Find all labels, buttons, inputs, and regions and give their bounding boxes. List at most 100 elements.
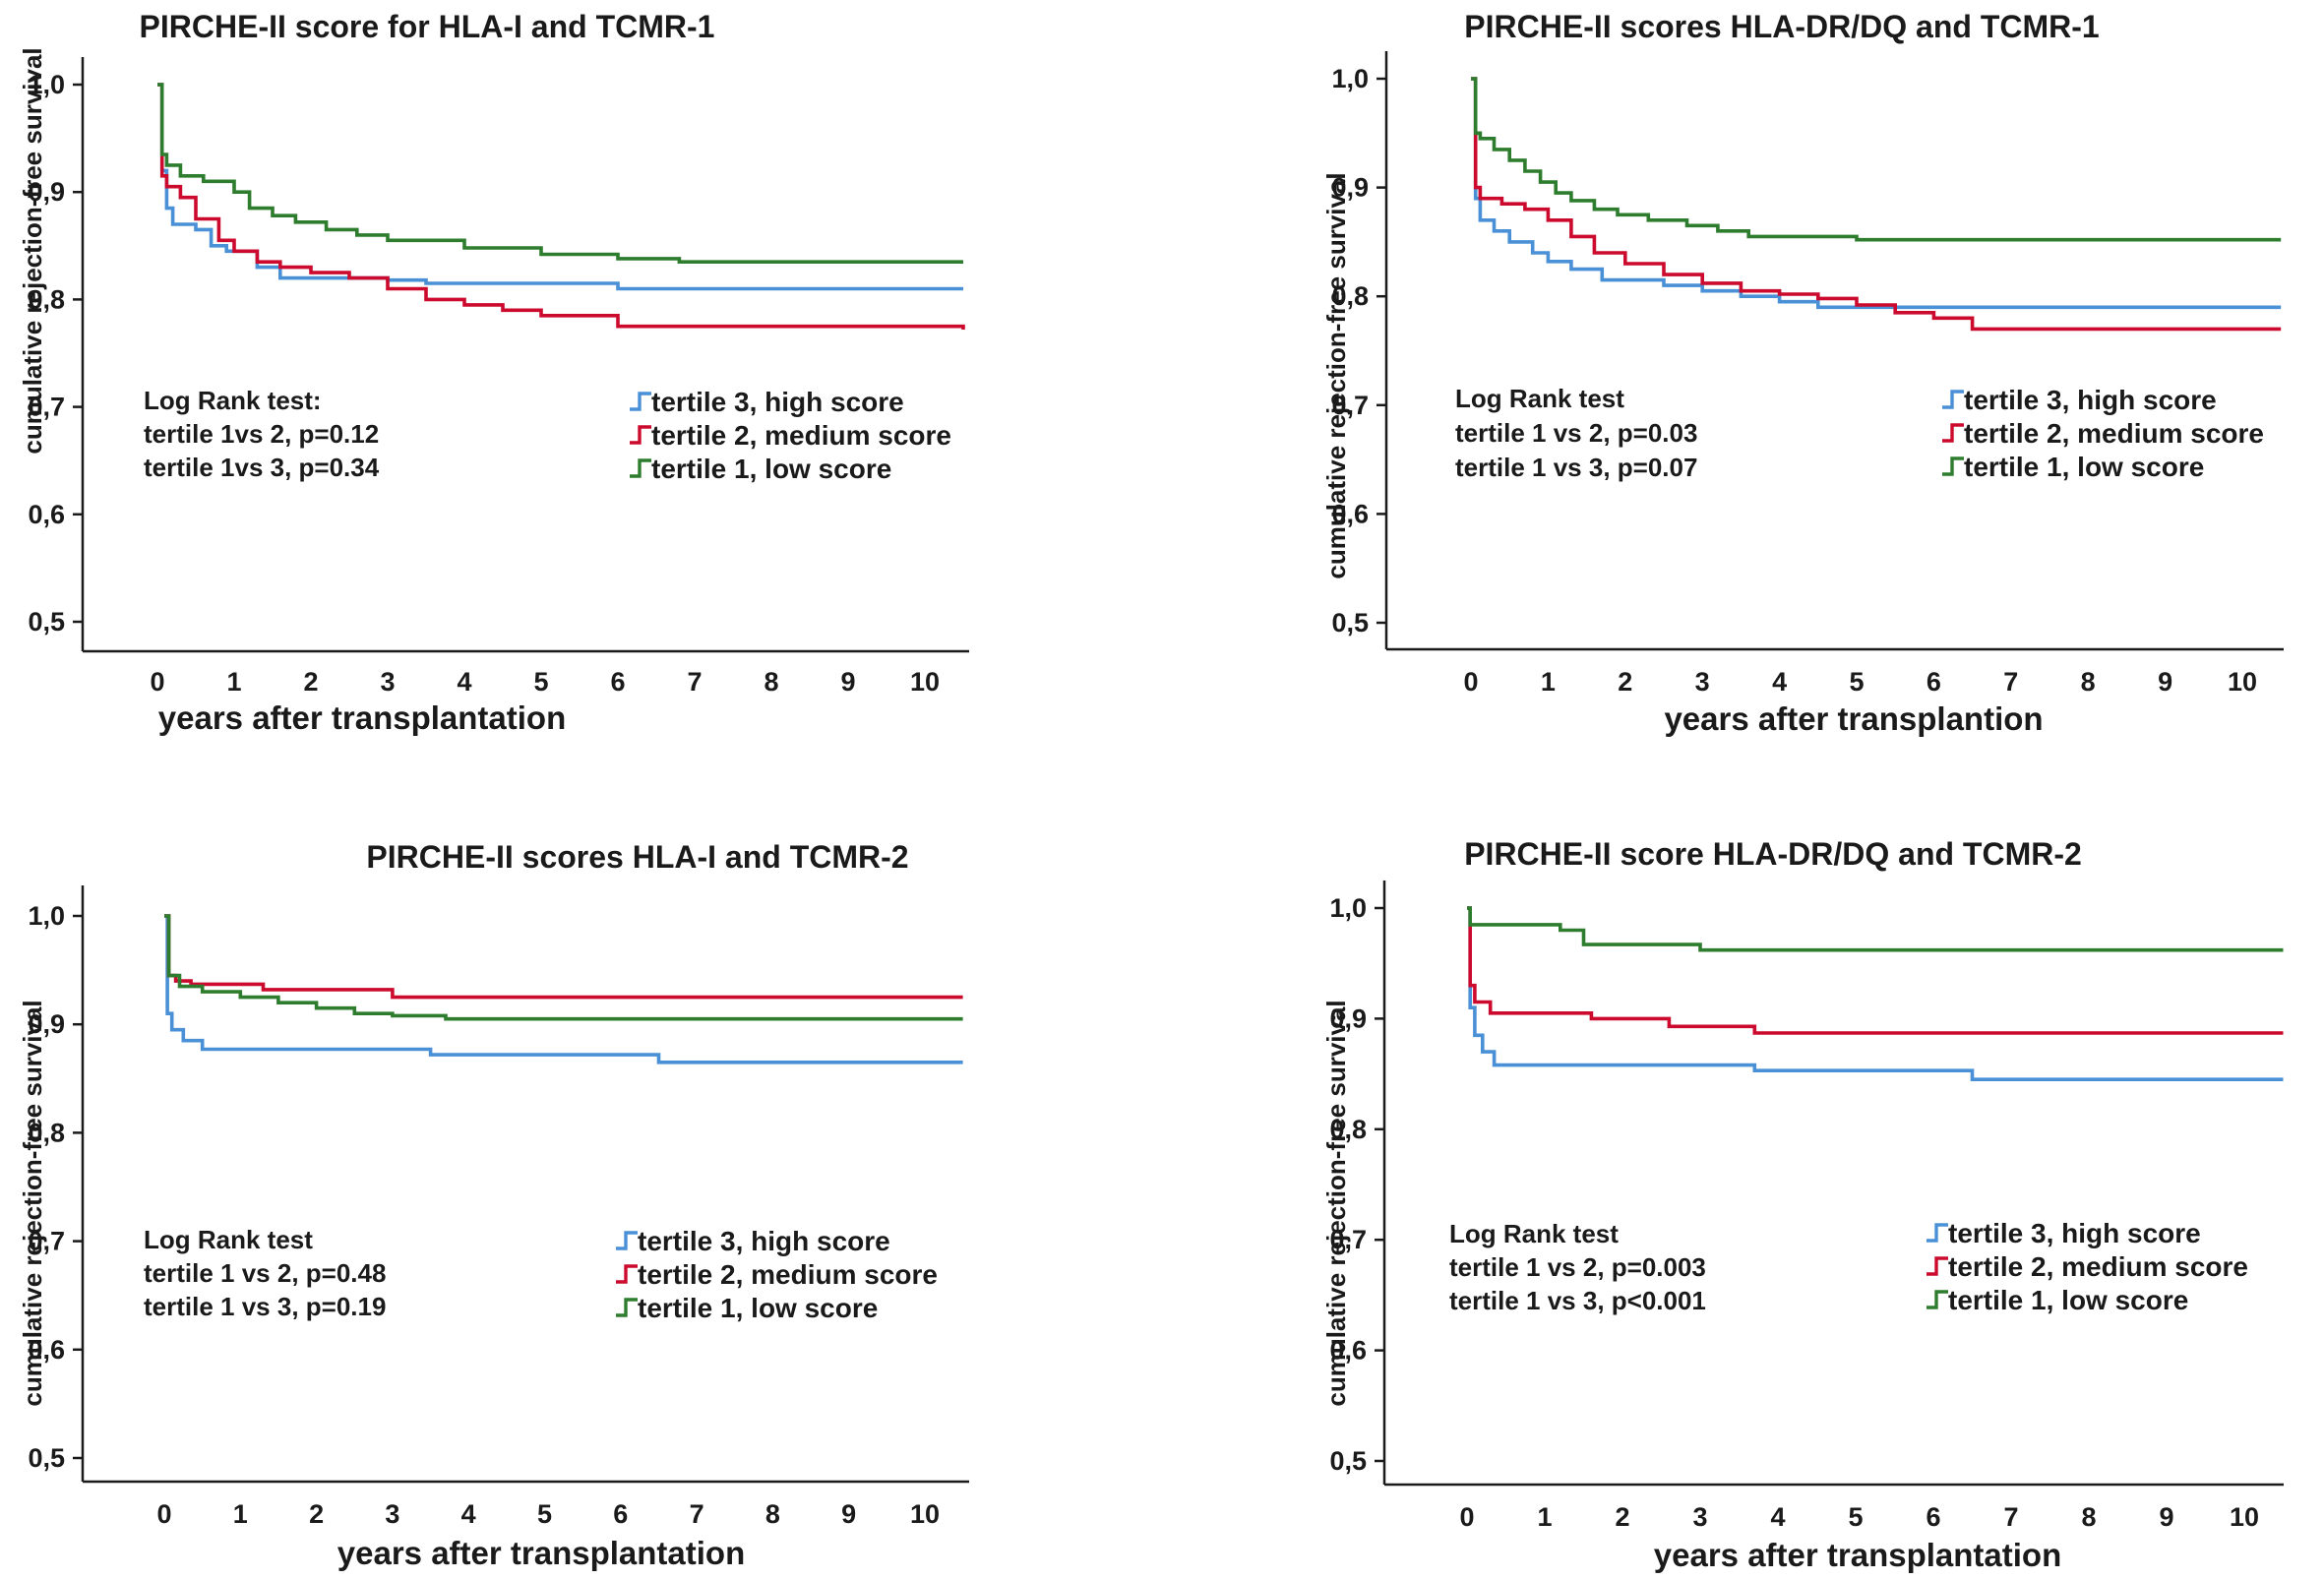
y-tick-label: 0,5: [1331, 608, 1369, 638]
x-tick-label: 3: [1692, 1502, 1707, 1532]
y-tick-label: 1,0: [1329, 893, 1367, 923]
x-tick-label: 5: [1849, 667, 1864, 697]
x-tick-label: 8: [765, 1499, 780, 1529]
legend-label-high: tertile 3, high score: [1964, 385, 2217, 415]
x-tick-label: 9: [840, 667, 855, 697]
km-curve-medium: [1471, 77, 2282, 332]
chart-title: PIRCHE-II score HLA-DR/DQ and TCMR-2: [1464, 836, 2082, 872]
legend-label-high: tertile 3, high score: [1948, 1218, 2201, 1248]
x-tick-label: 7: [2003, 667, 2018, 697]
y-tick-label: 0,7: [28, 1227, 65, 1256]
y-tick-label: 0,7: [1329, 1225, 1367, 1254]
legend-swatch-medium: [616, 1264, 638, 1284]
legend-label-medium: tertile 2, medium score: [1964, 418, 2264, 449]
log-rank-stat-1vs2: tertile 1 vs 2, p=0.003: [1449, 1252, 1706, 1282]
log-rank-stat-1vs2: tertile 1vs 2, p=0.12: [144, 419, 379, 449]
km-curve-high: [1467, 906, 2284, 1081]
x-axis-label: years after transplantation: [1654, 1537, 2061, 1573]
y-tick-label: 0,6: [28, 1335, 65, 1365]
legend-label-high: tertile 3, high score: [638, 1226, 890, 1256]
x-tick-label: 1: [1541, 667, 1556, 697]
y-tick-label: 0,5: [28, 1443, 65, 1473]
y-tick-label: 0,6: [1331, 499, 1369, 528]
x-tick-label: 0: [150, 667, 164, 697]
y-axis-label: cumulative rejection-free survival: [1321, 172, 1351, 578]
km-curve-medium: [1467, 906, 2284, 1035]
log-rank-heading: Log Rank test: [1449, 1219, 1619, 1248]
x-tick-label: 5: [1848, 1502, 1863, 1532]
x-axis-label: years after transplantation: [158, 699, 566, 736]
km-curve-medium: [157, 83, 965, 330]
chart-title: PIRCHE-II score for HLA-I and TCMR-1: [140, 9, 715, 44]
x-tick-label: 5: [537, 1499, 552, 1529]
km-curve-high: [164, 914, 963, 1064]
legend-swatch-low: [1926, 1290, 1948, 1309]
y-tick-label: 1,0: [28, 70, 65, 99]
y-tick-label: 0,6: [1329, 1336, 1367, 1366]
chart-svg: PIRCHE-II scores HLA-DR/DQ and TCMR-1 cu…: [1321, 9, 2284, 737]
x-tick-label: 2: [309, 1499, 324, 1529]
x-tick-label: 0: [156, 1499, 171, 1529]
log-rank-stat-1vs3: tertile 1vs 3, p=0.34: [144, 453, 380, 482]
y-tick-label: 0,8: [1329, 1115, 1367, 1144]
x-tick-label: 2: [1618, 667, 1632, 697]
x-tick-label: 4: [1770, 1502, 1785, 1532]
chart-title: PIRCHE-II scores HLA-DR/DQ and TCMR-1: [1464, 9, 2099, 44]
x-tick-label: 7: [690, 1499, 704, 1529]
x-tick-label: 3: [385, 1499, 399, 1529]
y-tick-label: 1,0: [28, 901, 65, 931]
log-rank-heading: Log Rank test: [144, 1225, 313, 1254]
x-tick-label: 7: [2003, 1502, 2018, 1532]
legend-label-low: tertile 1, low score: [651, 454, 891, 484]
legend-swatch-low: [616, 1298, 638, 1317]
x-tick-label: 2: [303, 667, 318, 697]
log-rank-stat-1vs2: tertile 1 vs 2, p=0.48: [144, 1258, 386, 1288]
legend-label-low: tertile 1, low score: [1964, 452, 2204, 482]
x-tick-label: 0: [1463, 667, 1478, 697]
log-rank-heading: Log Rank test: [1455, 384, 1624, 413]
x-tick-label: 8: [2081, 1502, 2096, 1532]
chart-panel-hla-drdq-tcmr1: PIRCHE-II scores HLA-DR/DQ and TCMR-1 cu…: [1162, 0, 2324, 790]
y-tick-label: 0,6: [28, 500, 65, 529]
km-curve-low: [164, 914, 963, 1021]
km-curve-low: [1471, 77, 2282, 242]
log-rank-stat-1vs3: tertile 1 vs 3, p<0.001: [1449, 1286, 1706, 1315]
km-curve-low: [1467, 906, 2284, 952]
y-tick-label: 0,5: [1329, 1446, 1367, 1476]
legend-label-low: tertile 1, low score: [1948, 1285, 2188, 1315]
km-curve-high: [1471, 77, 2282, 310]
legend-swatch-medium: [1926, 1256, 1948, 1276]
legend-label-medium: tertile 2, medium score: [638, 1259, 938, 1290]
x-tick-label: 1: [1537, 1502, 1552, 1532]
x-axis-label: years after transplantion: [1664, 700, 2043, 737]
y-axis-label: cumulative rejection-free survival: [18, 47, 47, 454]
legend-swatch-low: [630, 458, 651, 478]
km-curve-low: [157, 83, 963, 264]
x-tick-label: 10: [910, 667, 940, 697]
y-tick-label: 0,8: [1331, 281, 1369, 311]
x-tick-label: 4: [457, 667, 471, 697]
x-tick-label: 10: [2228, 667, 2257, 697]
x-tick-label: 9: [2158, 667, 2172, 697]
y-axis-label: cumulative rejection-free survival: [1321, 1000, 1351, 1406]
chart-panel-hla-i-tcmr2: PIRCHE-II scores HLA-I and TCMR-2 cumula…: [0, 790, 1162, 1580]
y-tick-label: 1,0: [1331, 64, 1369, 93]
x-tick-label: 1: [226, 667, 241, 697]
y-axis-label: cumulative rejection-free survival: [18, 1000, 47, 1406]
x-tick-label: 8: [764, 667, 778, 697]
y-tick-label: 0,9: [28, 177, 65, 207]
x-tick-label: 0: [1459, 1502, 1474, 1532]
log-rank-stat-1vs3: tertile 1 vs 3, p=0.19: [144, 1292, 386, 1321]
y-tick-label: 0,8: [28, 1118, 65, 1147]
x-tick-label: 10: [910, 1499, 940, 1529]
x-tick-label: 6: [1926, 667, 1941, 697]
y-tick-label: 0,9: [1329, 1003, 1367, 1033]
x-axis-label: years after transplantation: [337, 1535, 745, 1571]
chart-panel-hla-drdq-tcmr2: PIRCHE-II score HLA-DR/DQ and TCMR-2 cum…: [1162, 790, 2324, 1580]
log-rank-stat-1vs2: tertile 1 vs 2, p=0.03: [1455, 418, 1697, 448]
chart-svg: PIRCHE-II score HLA-DR/DQ and TCMR-2 cum…: [1321, 836, 2284, 1573]
